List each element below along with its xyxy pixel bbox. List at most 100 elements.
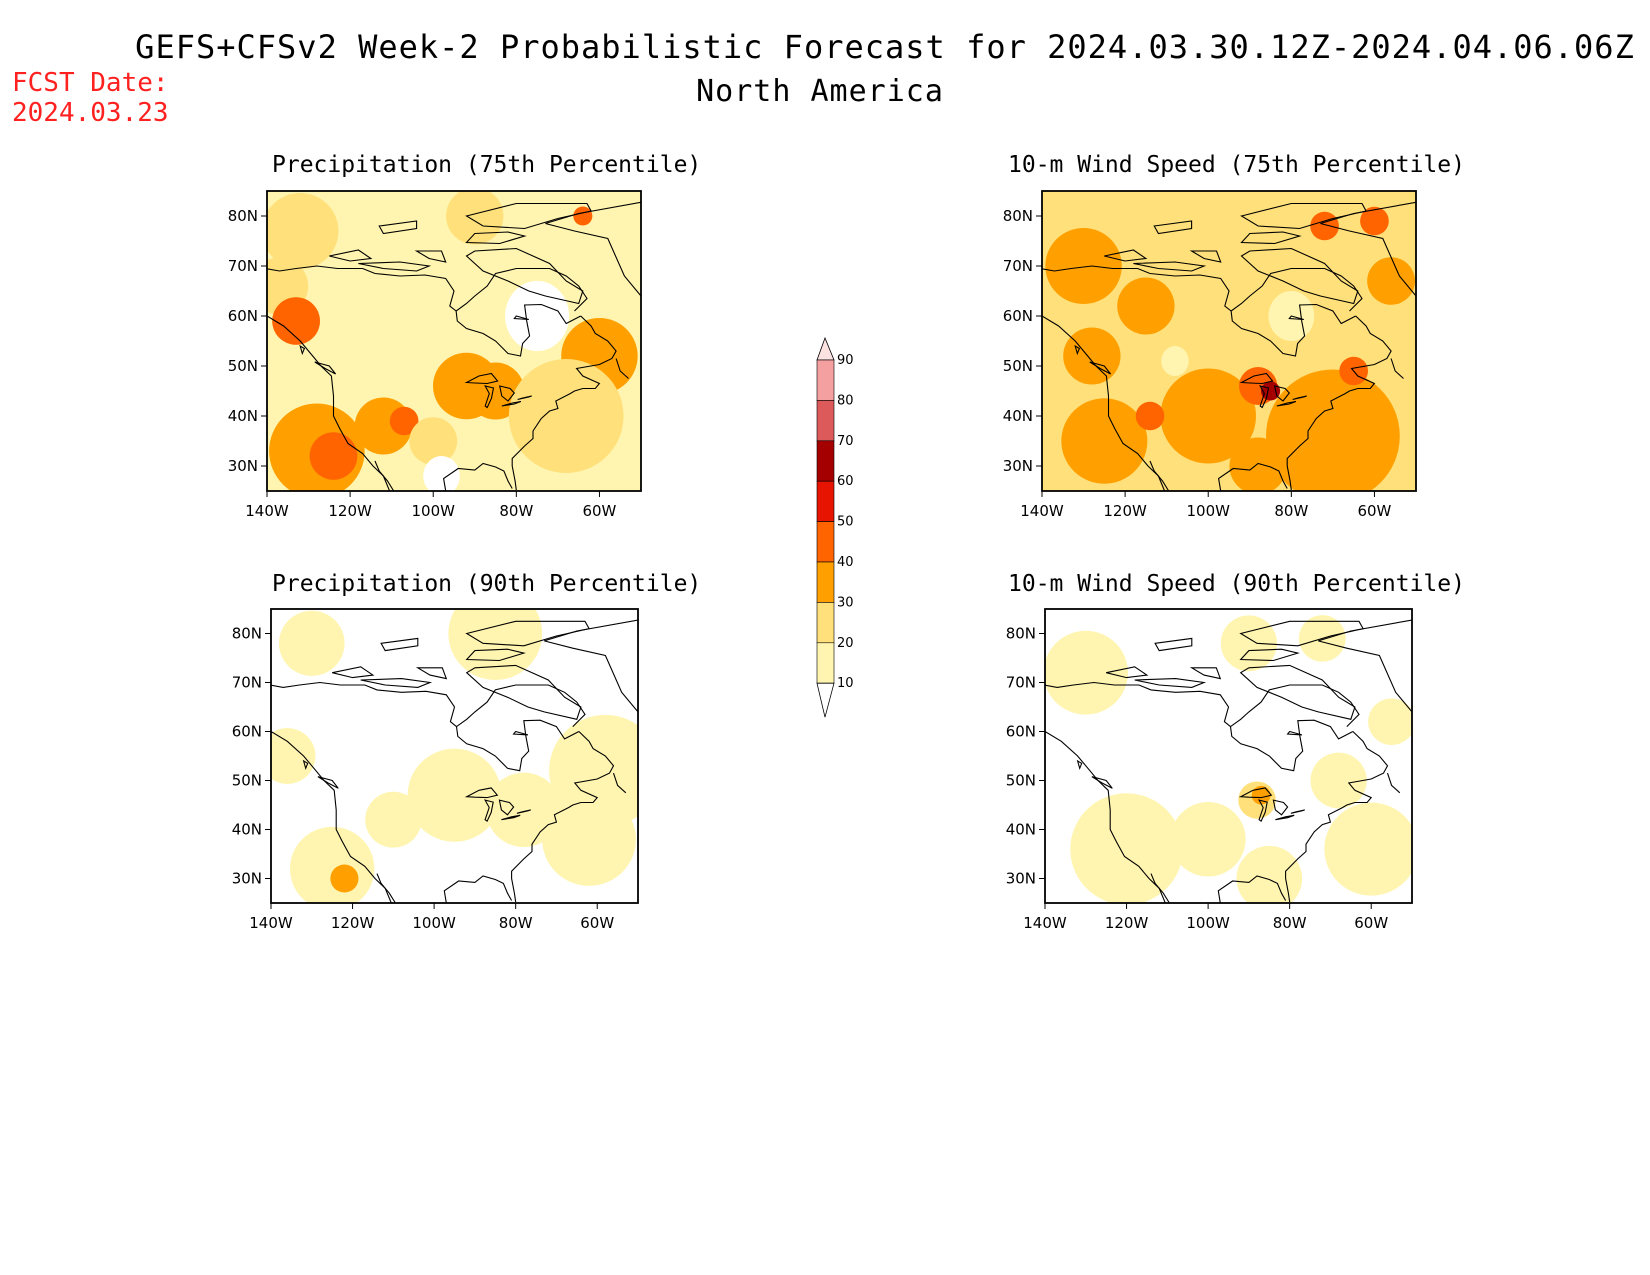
y-tick-label: 60N (1003, 307, 1033, 325)
colorbar-bin (816, 602, 835, 644)
coastline (455, 684, 586, 772)
island-outline (465, 231, 527, 245)
great-lake-outline (464, 787, 499, 799)
island-outline (465, 247, 584, 305)
probability-patch (389, 406, 419, 436)
coastline (376, 873, 396, 903)
island-outline (1286, 730, 1303, 736)
island-outline (299, 344, 306, 356)
y-tick-label: 70N (1006, 674, 1036, 692)
coastline (1286, 315, 1392, 491)
y-tick-label: 30N (228, 457, 258, 475)
island-outline (465, 648, 526, 662)
island-outline (317, 776, 339, 789)
colorbar-level-label: 70 (837, 434, 854, 449)
map-frame (1044, 608, 1413, 904)
great-lake-outline (498, 799, 515, 816)
great-lake-outline (1275, 814, 1295, 821)
great-lake-outline (464, 372, 499, 385)
island-outline (1189, 250, 1222, 263)
great-lake-outline (1273, 385, 1291, 402)
great-lake-outline (501, 814, 521, 821)
map-frame (270, 608, 639, 904)
island-outline (1104, 249, 1148, 262)
probability-patch (446, 191, 504, 245)
probability-patch (407, 748, 502, 842)
coastline (1149, 460, 1170, 491)
probability-patch (542, 792, 636, 886)
probability-patch (267, 193, 339, 269)
x-tick-label: 120W (1103, 502, 1147, 520)
coastline (1230, 267, 1363, 357)
probability-patch (486, 772, 562, 848)
great-lake-outline (1292, 395, 1307, 401)
colorbar-level-label: 60 (837, 474, 854, 489)
colorbar-level-label: 40 (837, 555, 854, 570)
y-tick-label: 80N (1006, 625, 1036, 643)
coastline (442, 462, 513, 491)
coastline (1150, 873, 1170, 903)
x-tick-label: 140W (245, 502, 289, 520)
island-outline (380, 637, 419, 652)
probability-patch (1061, 398, 1148, 484)
island-outline (1074, 344, 1081, 356)
island-outline (314, 361, 337, 375)
great-lake-outline (484, 799, 494, 823)
y-tick-label: 70N (1003, 257, 1033, 275)
x-tick-label: 80W (1273, 914, 1307, 932)
island-outline (1091, 776, 1113, 789)
x-tick-label: 60W (580, 914, 614, 932)
island-outline (1106, 666, 1149, 679)
coastline (1285, 731, 1389, 903)
colorbar-level-label: 50 (837, 515, 854, 530)
x-tick-label: 120W (1105, 914, 1149, 932)
probability-patch (272, 297, 320, 345)
probability-patch (1045, 630, 1128, 715)
coastline (1217, 875, 1287, 903)
probability-patch (1063, 327, 1121, 385)
probability-field (1042, 191, 1416, 491)
island-outline (465, 664, 582, 720)
coastline (1042, 265, 1232, 312)
coastline (271, 681, 457, 728)
island-outline (1239, 664, 1356, 720)
great-lake-outline (516, 809, 531, 814)
great-lake-outline (1290, 809, 1305, 814)
greenland-coastline (1318, 619, 1412, 713)
island-outline (1240, 247, 1359, 305)
coastline (443, 875, 513, 903)
x-tick-label: 100W (1186, 502, 1230, 520)
y-tick-label: 30N (232, 870, 262, 888)
probability-patch (1251, 785, 1271, 805)
colorbar-lower-triangle (816, 682, 835, 718)
colorbar-bin (816, 400, 835, 442)
y-tick-label: 60N (1006, 723, 1036, 741)
probability-patch (1160, 368, 1257, 464)
x-tick-label: 100W (411, 502, 455, 520)
coastline (267, 315, 391, 491)
forecast-date-value: 2024.03.23 (12, 98, 169, 128)
map-frame (266, 190, 642, 492)
x-tick-label: 140W (249, 914, 293, 932)
y-tick-label: 70N (232, 674, 262, 692)
probability-field (267, 191, 641, 491)
probability-field (271, 609, 638, 903)
y-tick-label: 50N (232, 772, 262, 790)
colorbar-level-label: 20 (837, 636, 854, 651)
probability-patch (1117, 277, 1175, 335)
probability-patch (278, 610, 345, 676)
probability-patch (1310, 752, 1367, 809)
x-tick-label: 140W (1023, 914, 1067, 932)
probability-patch (330, 864, 359, 893)
coastline (615, 358, 629, 379)
low-probability-patch (423, 456, 460, 491)
great-lake-outline (1259, 385, 1270, 409)
great-lake-outline (484, 385, 495, 409)
y-tick-label: 80N (232, 625, 262, 643)
coastline (1217, 462, 1288, 491)
colorbar-upper-triangle (816, 336, 835, 361)
x-tick-label: 60W (582, 502, 616, 520)
